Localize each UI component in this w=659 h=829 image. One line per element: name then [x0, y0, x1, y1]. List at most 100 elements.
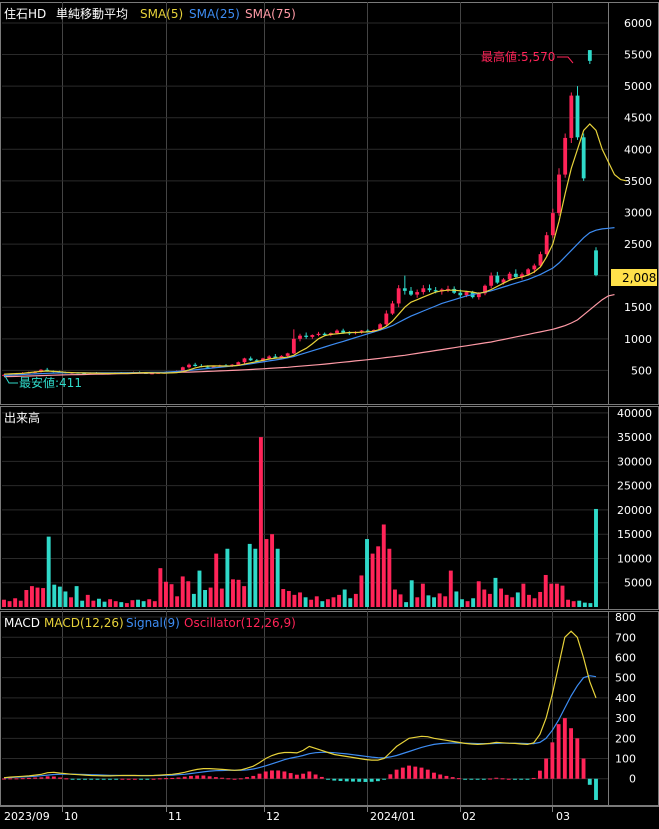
candle-body	[378, 324, 383, 330]
candle-body	[254, 360, 259, 362]
oscillator-bar	[369, 778, 374, 782]
sma75-legend: SMA(75)	[245, 7, 296, 21]
oscillator-legend: Oscillator(12,26,9)	[184, 616, 296, 630]
candle-body	[446, 288, 450, 290]
oscillator-bar	[64, 778, 69, 780]
candle-body	[242, 358, 247, 363]
candle-body	[501, 279, 506, 283]
macd-panel[interactable]	[2, 630, 598, 800]
candle-body	[396, 288, 401, 304]
volume-bar	[521, 583, 526, 607]
volume-title: 出来高	[4, 410, 40, 425]
last-price-value: 2,008	[622, 271, 656, 285]
volume-panel[interactable]	[2, 437, 598, 607]
oscillator-bar	[500, 778, 505, 780]
oscillator-bar	[469, 778, 474, 780]
volume-bar	[102, 601, 107, 607]
sma5-legend: SMA(5)	[140, 7, 183, 21]
oscillator-bar	[257, 773, 262, 779]
candle-body	[248, 358, 253, 361]
indicator-name: 単純移動平均	[56, 7, 128, 21]
macd-tick-label: 100	[615, 753, 636, 766]
volume-bar	[270, 534, 275, 607]
x-label-02: 02	[462, 810, 476, 823]
volume-bar	[448, 570, 453, 607]
volume-bar	[203, 590, 208, 607]
volume-bar	[2, 599, 6, 607]
candle-body	[458, 292, 463, 296]
oscillator-bar	[157, 778, 162, 780]
volume-bar	[348, 598, 353, 607]
volume-bar	[560, 585, 565, 607]
price-tick-label: 5500	[624, 49, 652, 62]
oscillator-bar	[407, 765, 411, 779]
price-panel[interactable]	[2, 50, 627, 378]
candle-body	[476, 293, 481, 298]
volume-bar	[298, 592, 302, 607]
oscillator-bar	[581, 758, 586, 779]
x-label-03: 03	[556, 810, 570, 823]
candle-body	[261, 358, 265, 361]
sma25-legend: SMA(25)	[189, 7, 240, 21]
volume-bar	[63, 591, 68, 607]
volume-bar	[292, 594, 297, 607]
x-label-12: 12	[266, 810, 280, 823]
volume-bar	[275, 548, 280, 607]
candle-body	[409, 290, 413, 295]
macd-legend: MACD(12,26)	[44, 616, 124, 630]
candle-body	[495, 275, 500, 283]
volume-bar	[392, 589, 397, 607]
oscillator-bar	[20, 778, 25, 780]
candle-body	[150, 373, 154, 375]
volume-bar	[124, 603, 129, 607]
macd-line	[3, 630, 597, 779]
volume-bar	[487, 593, 492, 607]
volume-bar	[13, 598, 18, 607]
oscillator-bar	[413, 766, 418, 779]
volume-bar	[85, 594, 90, 607]
volume-bar	[465, 601, 470, 607]
volume-tick-label: 15000	[617, 528, 652, 541]
price-tick-label: 4000	[624, 143, 652, 156]
oscillator-bar	[270, 770, 274, 779]
oscillator-bar	[151, 778, 156, 780]
candle-body	[520, 274, 524, 277]
volume-bar	[532, 598, 537, 607]
volume-bar	[108, 599, 113, 607]
oscillator-bar	[587, 778, 592, 785]
macd-tick-label: 200	[615, 732, 636, 745]
oscillator-bar	[201, 775, 206, 779]
volume-bar	[18, 600, 23, 607]
volume-bar	[164, 581, 168, 607]
oscillator-bar	[344, 778, 349, 782]
oscillator-bar	[251, 775, 256, 779]
oscillator-bar	[70, 778, 75, 780]
oscillator-bar	[145, 778, 150, 780]
macd-tick-label: 400	[615, 692, 636, 705]
oscillator-bar	[319, 776, 324, 779]
price-tick-label: 2500	[624, 238, 652, 251]
oscillator-bar	[513, 778, 517, 780]
macd-title: MACD	[4, 616, 40, 630]
volume-bar	[582, 602, 587, 607]
candle-body	[532, 265, 537, 270]
volume-bar	[191, 593, 196, 607]
candle-body	[526, 269, 531, 275]
oscillator-bar	[276, 770, 281, 779]
macd-tick-label: 0	[629, 773, 636, 786]
oscillator-bar	[519, 778, 524, 780]
panel-frames	[0, 2, 659, 807]
volume-bar	[24, 590, 29, 607]
volume-bar	[225, 548, 230, 607]
oscillator-bar	[432, 772, 436, 779]
oscillator-bar	[525, 778, 530, 780]
oscillator-bar	[425, 769, 430, 779]
oscillator-bar	[357, 778, 362, 782]
signal-legend: Signal(9)	[126, 616, 180, 630]
volume-bar	[46, 536, 51, 607]
volume-bar	[577, 600, 582, 607]
volume-bar	[365, 539, 369, 607]
volume-bar	[96, 598, 101, 607]
